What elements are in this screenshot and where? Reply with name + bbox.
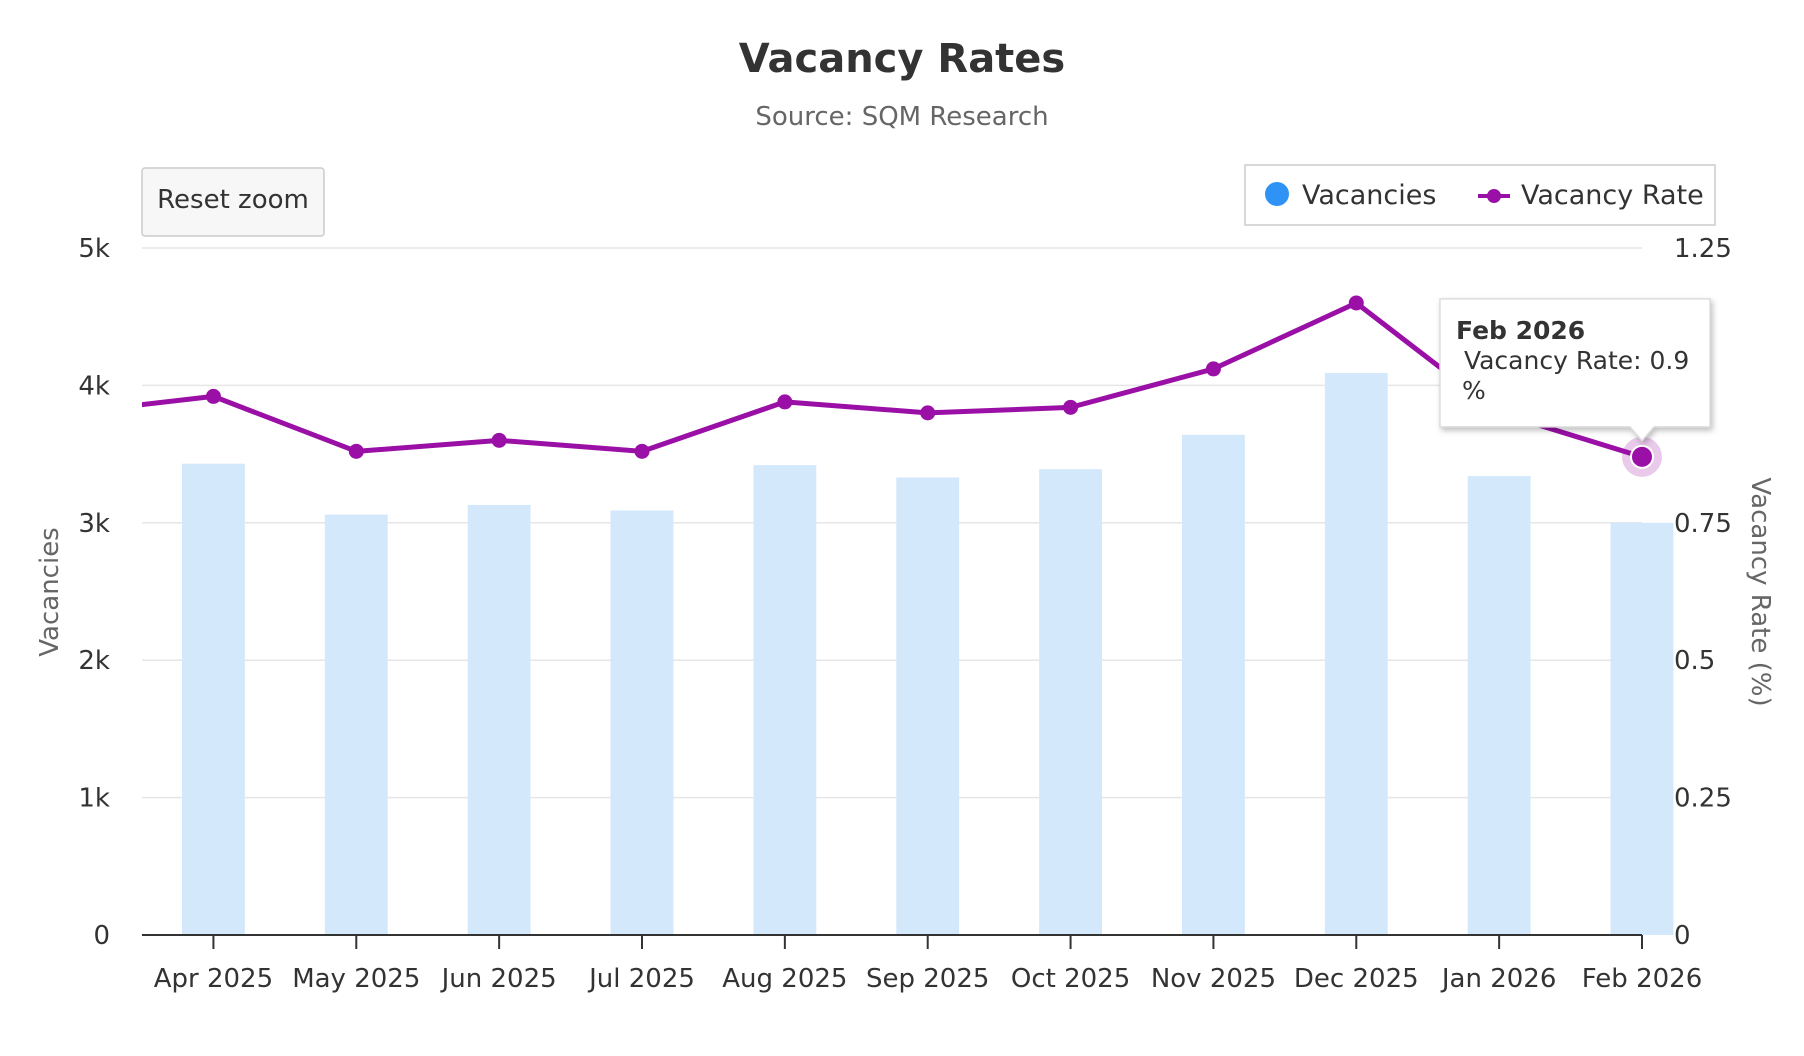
gridlines — [142, 247, 1642, 799]
y-axis-right: 0 0.25 0.5 0.75 1.25 — [1674, 234, 1732, 951]
tooltip-header: Feb 2026 — [1456, 316, 1585, 345]
legend-symbol-vacancies[interactable] — [1265, 182, 1289, 206]
vacancies-bar[interactable] — [896, 477, 960, 935]
vacancies-bar[interactable] — [1182, 434, 1245, 935]
vacancy-rate-point[interactable] — [634, 443, 650, 459]
y-right-tick-label: 1.25 — [1674, 234, 1732, 264]
y-axis-right-title: Vacancy Rate (%) — [1745, 477, 1775, 706]
legend-item-vacancy-rate[interactable]: Vacancy Rate — [1478, 180, 1704, 211]
vacancy-rate-point[interactable] — [920, 405, 936, 421]
vacancy-rate-point[interactable] — [777, 394, 793, 410]
x-tick-label: Dec 2025 — [1294, 964, 1419, 994]
vacancies-bar[interactable] — [324, 514, 388, 935]
vacancy-rate-line[interactable] — [71, 295, 1662, 477]
legend-item-vacancies[interactable]: Vacancies — [1265, 180, 1436, 211]
vacancy-rate-point[interactable] — [348, 443, 364, 459]
vacancies-bar[interactable] — [610, 510, 674, 935]
tooltip: Feb 2026 Vacancy Rate: 0.9 % — [1439, 298, 1711, 443]
tooltip-box — [1439, 298, 1711, 443]
tooltip-line-1: Vacancy Rate: 0.9 — [1456, 346, 1689, 375]
x-tick-label: Feb 2026 — [1582, 964, 1702, 994]
y-axis-left-title: Vacancies — [35, 527, 65, 656]
vacancy-rate-point[interactable] — [1063, 399, 1079, 415]
y-axis-left: 0 1k 2k 3k 4k 5k — [78, 234, 110, 951]
vacancy-rate-point[interactable] — [1630, 444, 1654, 469]
x-tick-label: Jul 2025 — [587, 964, 695, 994]
legend-box — [1244, 164, 1716, 226]
y-left-tick-label: 0 — [93, 921, 110, 951]
vacancies-bar[interactable] — [182, 463, 245, 935]
y-left-tick-label: 5k — [78, 234, 110, 264]
x-tick-label: Jun 2025 — [440, 964, 557, 994]
vacancies-bar[interactable] — [753, 465, 817, 935]
y-right-tick-label: 0.75 — [1674, 509, 1732, 539]
vacancies-bar[interactable] — [1324, 373, 1388, 935]
reset-zoom-button-bg[interactable] — [141, 167, 325, 237]
x-tick-label: May 2025 — [292, 964, 420, 994]
tooltip-line-2: % — [1462, 376, 1486, 405]
legend: Vacancies Vacancy Rate — [1244, 164, 1716, 226]
vacancies-bars — [182, 373, 1674, 935]
vacancy-rate-point[interactable] — [205, 388, 221, 404]
y-left-tick-label: 4k — [78, 371, 110, 401]
vacancies-bar[interactable] — [1610, 522, 1674, 935]
x-tick-label: Aug 2025 — [722, 964, 847, 994]
y-left-tick-label: 3k — [78, 509, 110, 539]
vacancies-bar[interactable] — [467, 504, 531, 935]
legend-label-vacancies[interactable]: Vacancies — [1302, 180, 1436, 211]
x-tick-label: Apr 2025 — [154, 964, 273, 994]
vacancy-rate-path[interactable] — [71, 300, 1642, 460]
vacancy-rate-point[interactable] — [491, 432, 507, 448]
x-tick-label: Nov 2025 — [1151, 964, 1276, 994]
legend-symbol-vacancy-rate-marker[interactable] — [1487, 189, 1501, 203]
x-axis: Apr 2025 May 2025 Jun 2025 Jul 2025 Aug 2025… — [142, 934, 1702, 994]
y-right-tick-label: 0.25 — [1674, 784, 1732, 814]
vacancies-bar[interactable] — [1467, 476, 1531, 935]
x-tick-label: Oct 2025 — [1011, 964, 1130, 994]
reset-zoom-label[interactable]: Reset zoom — [157, 185, 309, 215]
y-left-tick-label: 2k — [78, 646, 110, 676]
reset-zoom-button[interactable]: Reset zoom — [141, 167, 325, 237]
x-tick-label: Jan 2026 — [1440, 964, 1557, 994]
vacancies-bar[interactable] — [1039, 469, 1102, 935]
vacancy-rate-point[interactable] — [1205, 361, 1221, 377]
y-right-tick-label: 0 — [1674, 921, 1691, 951]
vacancy-rate-point[interactable] — [1348, 295, 1364, 311]
legend-label-vacancy-rate[interactable]: Vacancy Rate — [1521, 180, 1704, 211]
y-left-tick-label: 1k — [78, 784, 110, 814]
y-right-tick-label: 0.5 — [1674, 646, 1715, 676]
x-tick-label: Sep 2025 — [866, 964, 989, 994]
chart-subtitle: Source: SQM Research — [755, 102, 1048, 132]
chart-title: Vacancy Rates — [739, 36, 1066, 82]
